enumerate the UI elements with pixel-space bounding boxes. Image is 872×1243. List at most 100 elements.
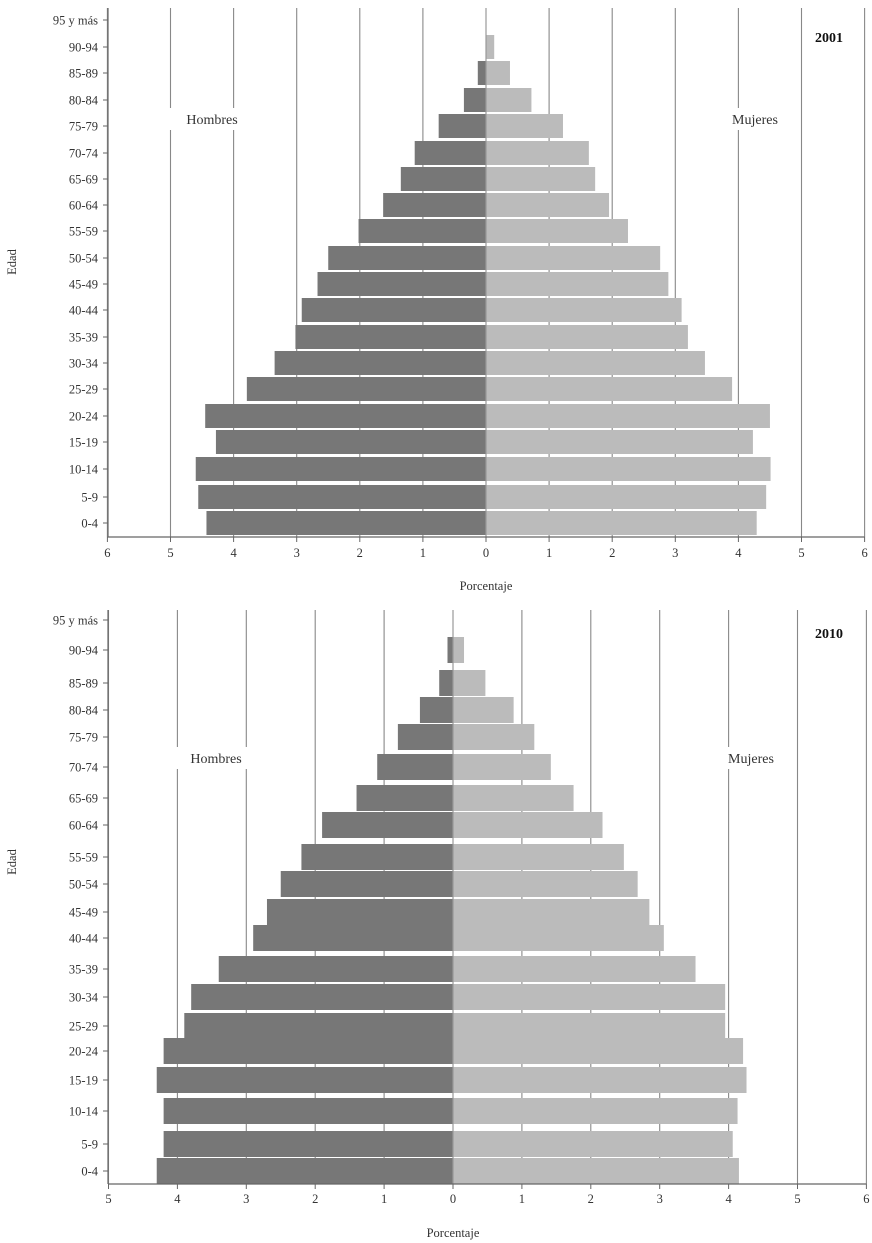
x-tick-label: 3 (657, 1192, 663, 1206)
age-label: 5-9 (81, 1138, 98, 1152)
bar-hombres-10-14 (195, 457, 487, 481)
bar-mujeres-90-94 (486, 35, 495, 59)
bar-hombres-90-94 (447, 637, 453, 663)
age-label: 75-79 (69, 120, 98, 134)
age-label: 30-34 (69, 357, 99, 371)
series-label-mujeres-bg (711, 747, 791, 769)
x-tick-label: 6 (863, 1192, 869, 1206)
x-tick-label: 3 (243, 1192, 249, 1206)
age-label: 5-9 (81, 491, 98, 505)
bar-mujeres-15-19 (486, 430, 753, 454)
x-tick-label: 1 (519, 1192, 525, 1206)
bar-hombres-0-4 (156, 1158, 454, 1184)
age-label: 65-69 (69, 173, 98, 187)
age-label: 45-49 (69, 278, 98, 292)
age-label: 25-29 (69, 1020, 98, 1034)
bar-hombres-35-39 (218, 956, 453, 982)
bar-hombres-10-14 (163, 1098, 453, 1124)
pyramid-2010: 95 y más90-9485-8980-8475-7970-7465-6960… (5, 610, 870, 1240)
age-label: 35-39 (69, 331, 98, 345)
bar-mujeres-70-74 (453, 754, 551, 780)
bar-mujeres-45-49 (486, 272, 669, 296)
age-label: 90-94 (69, 644, 99, 658)
bar-hombres-5-9 (163, 1131, 453, 1157)
age-label: 15-19 (69, 436, 98, 450)
bar-hombres-75-79 (397, 724, 453, 750)
bar-hombres-50-54 (328, 246, 486, 270)
age-label: 60-64 (69, 199, 99, 213)
x-tick-label: 5 (167, 546, 173, 560)
bar-mujeres-75-79 (453, 724, 535, 750)
x-tick-label: 4 (725, 1192, 732, 1206)
bar-mujeres-25-29 (453, 1013, 726, 1039)
bar-mujeres-65-69 (486, 167, 596, 191)
bar-mujeres-85-89 (453, 670, 486, 696)
age-label: 10-14 (69, 463, 99, 477)
age-label: 95 y más (53, 614, 98, 628)
age-label: 45-49 (69, 906, 98, 920)
series-label-mujeres: Mujeres (728, 752, 774, 767)
age-label: 55-59 (69, 225, 98, 239)
bar-mujeres-20-24 (486, 404, 770, 428)
age-label: 10-14 (69, 1105, 99, 1119)
bar-mujeres-30-34 (453, 984, 726, 1010)
x-tick-label: 0 (450, 1192, 456, 1206)
x-tick-label: 2 (609, 546, 615, 560)
age-label: 50-54 (69, 252, 99, 266)
bar-hombres-20-24 (205, 404, 486, 428)
age-label: 15-19 (69, 1074, 98, 1088)
bar-mujeres-85-89 (486, 61, 510, 85)
bars (195, 35, 771, 535)
bar-mujeres-5-9 (453, 1131, 733, 1157)
year-label: 2010 (815, 627, 843, 642)
bar-mujeres-75-79 (486, 114, 563, 138)
bar-mujeres-30-34 (486, 351, 705, 375)
age-label: 70-74 (69, 761, 99, 775)
bar-mujeres-10-14 (486, 457, 771, 481)
x-tick-label: 6 (104, 546, 110, 560)
age-label: 80-84 (69, 704, 99, 718)
x-axis-label: Porcentaje (460, 579, 513, 593)
y-axis-label: Edad (5, 848, 19, 874)
bar-hombres-55-59 (358, 219, 486, 243)
bar-mujeres-10-14 (453, 1098, 738, 1124)
series-label-hombres-bg (167, 108, 257, 130)
age-label: 20-24 (69, 410, 99, 424)
x-tick-label: 5 (798, 546, 804, 560)
x-tick-label: 1 (420, 546, 426, 560)
bar-hombres-65-69 (400, 167, 486, 191)
x-tick-label: 5 (105, 1192, 111, 1206)
series-label-mujeres: Mujeres (732, 113, 778, 128)
age-label: 30-34 (69, 991, 99, 1005)
x-tick-label: 4 (174, 1192, 181, 1206)
x-tick-label: 3 (672, 546, 678, 560)
bar-hombres-15-19 (156, 1067, 454, 1093)
bar-hombres-70-74 (377, 754, 453, 780)
bar-hombres-50-54 (280, 871, 453, 897)
x-tick-label: 0 (483, 546, 489, 560)
x-tick-label: 1 (546, 546, 552, 560)
bar-mujeres-50-54 (453, 871, 638, 897)
bar-mujeres-15-19 (453, 1067, 747, 1093)
bar-hombres-25-29 (184, 1013, 454, 1039)
bar-mujeres-20-24 (453, 1038, 744, 1064)
x-tick-label: 6 (861, 546, 867, 560)
bar-mujeres-25-29 (486, 377, 733, 401)
bar-mujeres-45-49 (453, 899, 650, 925)
bar-mujeres-35-39 (453, 956, 696, 982)
bar-hombres-15-19 (215, 430, 486, 454)
age-label: 95 y más (53, 14, 98, 28)
series-label-hombres: Hombres (190, 752, 241, 767)
age-label: 50-54 (69, 878, 99, 892)
bar-hombres-60-64 (383, 193, 486, 217)
bars (156, 637, 747, 1184)
bar-hombres-55-59 (301, 844, 453, 870)
age-label: 90-94 (69, 41, 99, 55)
x-tick-label: 2 (312, 1192, 318, 1206)
age-label: 20-24 (69, 1045, 99, 1059)
bar-mujeres-80-84 (453, 697, 514, 723)
bar-hombres-45-49 (317, 272, 486, 296)
bar-mujeres-50-54 (486, 246, 661, 270)
bar-hombres-25-29 (246, 377, 486, 401)
